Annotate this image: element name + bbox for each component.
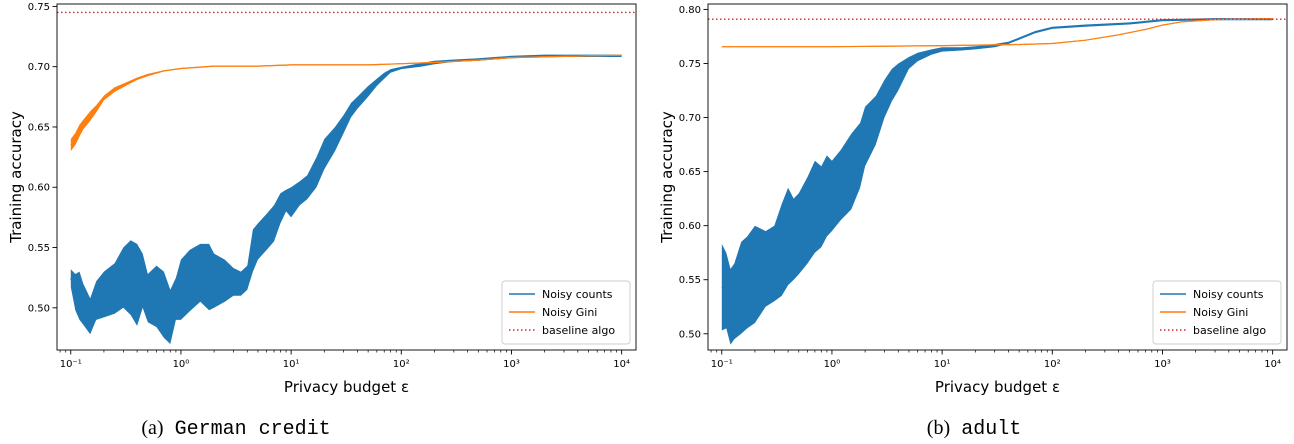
legend-label: baseline algo bbox=[1193, 324, 1266, 337]
x-tick-label: 10³ bbox=[1154, 359, 1171, 370]
legend-box bbox=[1152, 280, 1282, 345]
x-tick-label: 10⁰ bbox=[173, 359, 190, 370]
x-tick-label: 10⁴ bbox=[1264, 359, 1281, 370]
y-tick-label: 0.70 bbox=[679, 113, 701, 124]
y-tick-label: 0.65 bbox=[679, 167, 701, 178]
y-axis-label: Training accuracy bbox=[658, 111, 676, 244]
y-tick-label: 0.75 bbox=[28, 2, 50, 13]
legend-label: Noisy Gini bbox=[542, 306, 597, 319]
series-band-1 bbox=[70, 54, 622, 152]
x-tick-label: 10² bbox=[1044, 359, 1061, 370]
legend: Noisy counts Noisy Gini baseline algo bbox=[1152, 280, 1282, 345]
series-band-1 bbox=[721, 18, 1273, 48]
y-tick-label: 0.75 bbox=[679, 59, 701, 70]
y-tick-label: 0.55 bbox=[679, 275, 701, 286]
legend-label: Noisy counts bbox=[542, 288, 613, 301]
legend-box bbox=[501, 280, 631, 345]
series-band-0 bbox=[70, 54, 622, 344]
legend-label: Noisy counts bbox=[1193, 288, 1264, 301]
x-tick-label: 10³ bbox=[503, 359, 520, 370]
caption-a: (a) German credit bbox=[141, 417, 330, 441]
legend: Noisy counts Noisy Gini baseline algo bbox=[501, 280, 631, 345]
y-tick-label: 0.65 bbox=[28, 122, 50, 133]
y-tick-label: 0.50 bbox=[679, 329, 701, 340]
x-tick-label: 10⁰ bbox=[824, 359, 841, 370]
x-tick-label: 10⁻¹ bbox=[60, 359, 82, 370]
x-tick-label: 10¹ bbox=[283, 359, 300, 370]
caption-b: (b) adult bbox=[927, 417, 1021, 441]
y-tick-label: 0.60 bbox=[679, 221, 701, 232]
legend-label: baseline algo bbox=[542, 324, 615, 337]
x-tick-label: 10¹ bbox=[934, 359, 951, 370]
chart-panel-adult: 10⁻¹ 10⁰ 10¹ 10² 10³ 10⁴ 0.50 0.55 0.60 0.65 0.70 0… bbox=[658, 3, 1288, 396]
chart-panel-german-credit: 10⁻¹ 10⁰ 10¹ 10² 10³ 10⁴ 0.50 0.55 0.60 0.65 0.70 0… bbox=[7, 2, 637, 396]
x-axis-label: Privacy budget ε bbox=[935, 378, 1060, 396]
y-tick-label: 0.80 bbox=[679, 5, 701, 16]
x-tick-label: 10⁻¹ bbox=[711, 359, 733, 370]
legend-label: Noisy Gini bbox=[1193, 306, 1248, 319]
y-tick-label: 0.50 bbox=[28, 303, 50, 314]
y-tick-label: 0.60 bbox=[28, 183, 50, 194]
x-axis-label: Privacy budget ε bbox=[284, 378, 409, 396]
plot-frame bbox=[56, 3, 637, 351]
x-tick-label: 10⁴ bbox=[613, 359, 630, 370]
series-line-0 bbox=[70, 55, 622, 319]
series-line-1 bbox=[70, 54, 622, 146]
series-band-0 bbox=[721, 18, 1273, 345]
x-tick-label: 10² bbox=[393, 359, 410, 370]
series-line-0 bbox=[721, 18, 1273, 309]
series-line-1 bbox=[721, 18, 1273, 48]
y-tick-label: 0.70 bbox=[28, 62, 50, 73]
y-tick-label: 0.55 bbox=[28, 243, 50, 254]
y-axis-label: Training accuracy bbox=[7, 111, 25, 244]
plot-frame bbox=[707, 3, 1288, 351]
